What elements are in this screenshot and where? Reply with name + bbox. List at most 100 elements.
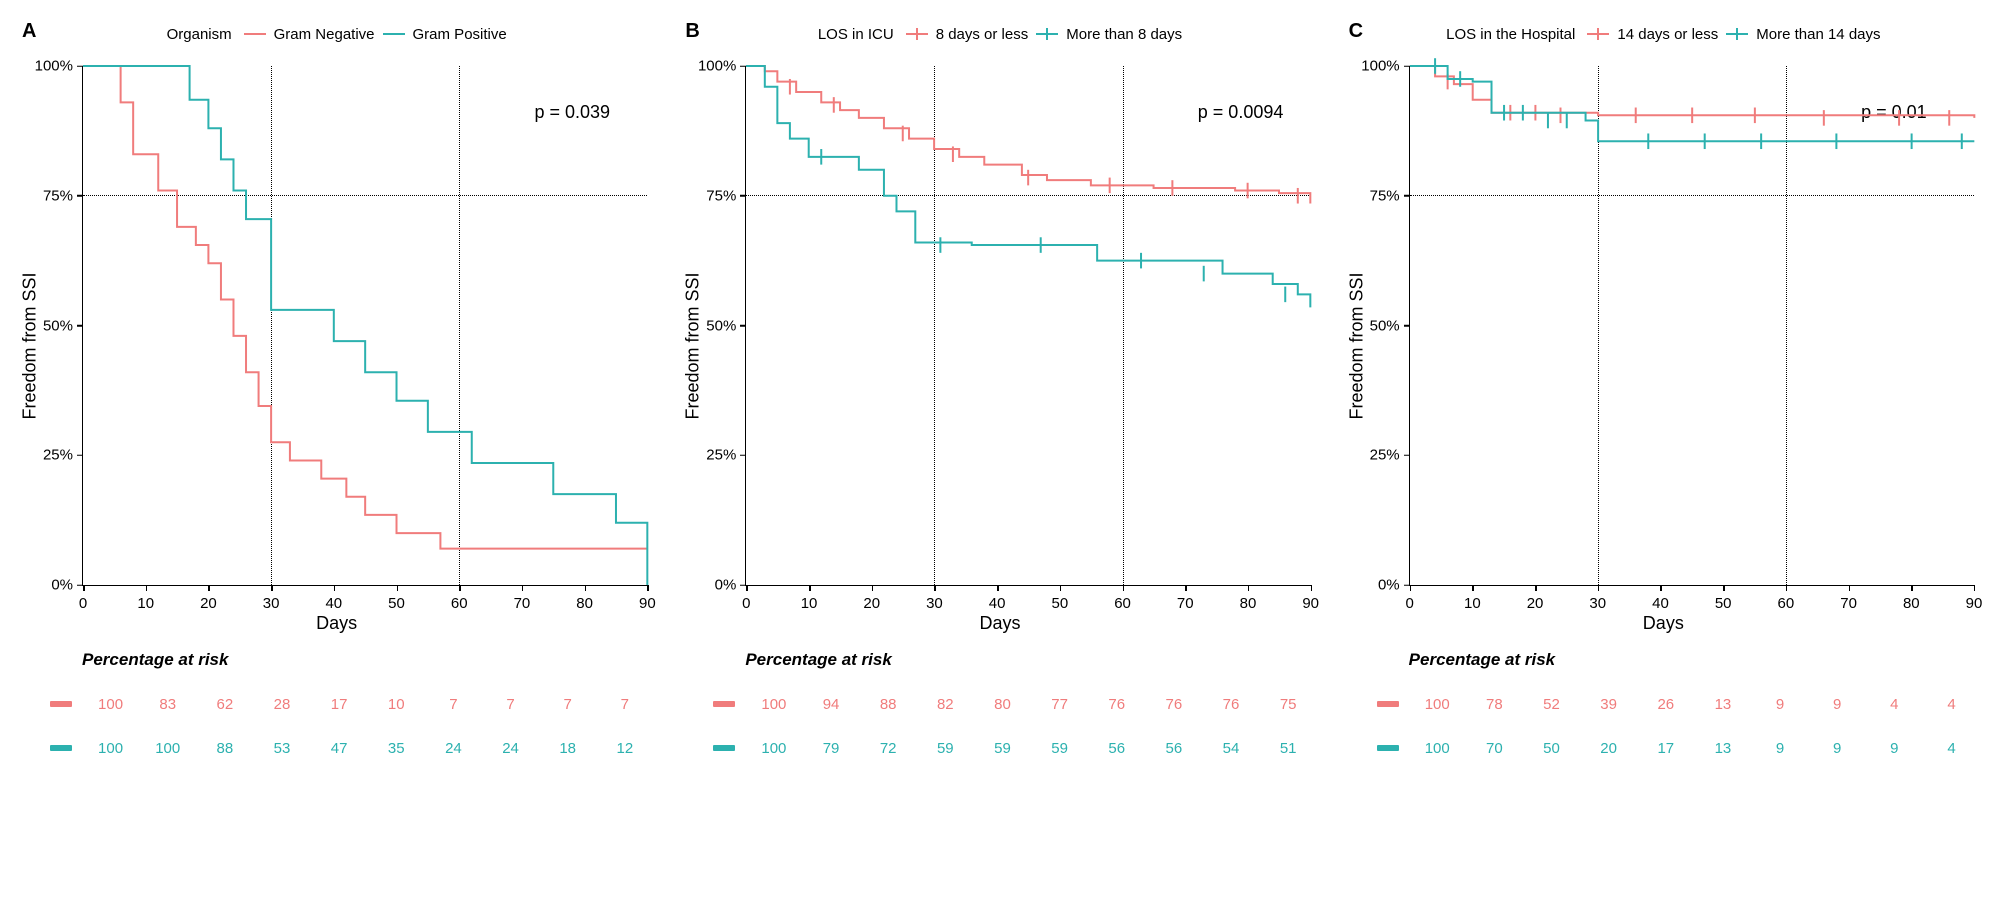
legend-title: Organism <box>167 26 232 43</box>
km-chart: Freedom from SSI0%25%50%75%100%010203040… <box>683 56 1316 636</box>
x-tick-label: 10 <box>1464 595 1481 612</box>
risk-title: Percentage at risk <box>745 650 1316 670</box>
risk-row: 1001008853473524241812 <box>50 726 653 770</box>
x-tick-label: 20 <box>200 595 217 612</box>
risk-cell: 56 <box>1145 740 1202 757</box>
y-tick-label: 75% <box>1370 187 1400 204</box>
risk-cell: 80 <box>974 696 1031 713</box>
panel-letter: A <box>22 20 36 43</box>
risk-cell: 100 <box>82 740 139 757</box>
plot-area: 0%25%50%75%100%0102030405060708090p = 0.… <box>745 66 1310 586</box>
risk-cell: 82 <box>917 696 974 713</box>
x-tick-label: 40 <box>1652 595 1669 612</box>
risk-cell: 35 <box>368 740 425 757</box>
risk-cell: 7 <box>482 696 539 713</box>
x-tick-label: 30 <box>263 595 280 612</box>
risk-cell: 59 <box>1031 740 1088 757</box>
risk-cell: 10 <box>368 696 425 713</box>
risk-cell: 7 <box>539 696 596 713</box>
risk-cell: 51 <box>1260 740 1317 757</box>
km-chart: Freedom from SSI 0%25%50%75%100%010203040… <box>20 56 653 636</box>
risk-swatch <box>713 745 735 751</box>
x-axis-label: Days <box>1643 613 1684 634</box>
risk-cell: 50 <box>1523 740 1580 757</box>
x-tick-label: 40 <box>325 595 342 612</box>
y-tick-label: 50% <box>1370 317 1400 334</box>
y-tick-label: 25% <box>706 447 736 464</box>
x-tick-label: 10 <box>137 595 154 612</box>
risk-cell: 88 <box>196 740 253 757</box>
risk-cell: 24 <box>425 740 482 757</box>
risk-cell: 4 <box>1923 740 1980 757</box>
risk-cell: 100 <box>1409 740 1466 757</box>
risk-cell: 24 <box>482 740 539 757</box>
risk-cell: 18 <box>539 740 596 757</box>
risk-cell: 17 <box>1637 740 1694 757</box>
panel-letter: C <box>1349 20 1363 43</box>
legend-label: Gram Negative <box>274 26 375 43</box>
x-tick-label: 90 <box>639 595 656 612</box>
risk-cell: 77 <box>1031 696 1088 713</box>
risk-cell: 28 <box>253 696 310 713</box>
risk-cell: 100 <box>745 740 802 757</box>
risk-cell: 17 <box>311 696 368 713</box>
y-tick-label: 0% <box>715 577 737 594</box>
risk-row: 100948882807776767675 <box>713 682 1316 726</box>
y-tick-label: 25% <box>1370 447 1400 464</box>
risk-swatch <box>1377 701 1399 707</box>
risk-cell: 100 <box>1409 696 1466 713</box>
y-tick-label: 25% <box>43 447 73 464</box>
y-tick-label: 75% <box>706 187 736 204</box>
risk-cell: 20 <box>1580 740 1637 757</box>
x-tick-label: 80 <box>1903 595 1920 612</box>
y-tick-label: 75% <box>43 187 73 204</box>
risk-cell: 12 <box>596 740 653 757</box>
x-tick-label: 60 <box>1114 595 1131 612</box>
risk-swatch <box>50 701 72 707</box>
risk-cell: 100 <box>745 696 802 713</box>
x-tick-label: 50 <box>1052 595 1069 612</box>
legend-swatch <box>1587 33 1609 35</box>
risk-cell: 7 <box>425 696 482 713</box>
risk-cell: 9 <box>1866 740 1923 757</box>
risk-cell: 54 <box>1202 740 1259 757</box>
x-tick-label: 60 <box>451 595 468 612</box>
risk-cell: 56 <box>1088 740 1145 757</box>
x-tick-label: 30 <box>1589 595 1606 612</box>
risk-cell: 7 <box>596 696 653 713</box>
plot-area: 0%25%50%75%100%0102030405060708090p = 0.… <box>1409 66 1974 586</box>
legend-swatch <box>1036 33 1058 35</box>
x-tick-label: 50 <box>1715 595 1732 612</box>
risk-cell: 88 <box>860 696 917 713</box>
risk-cell: 76 <box>1145 696 1202 713</box>
risk-row: 100797259595956565451 <box>713 726 1316 770</box>
risk-cell: 26 <box>1637 696 1694 713</box>
risk-cell: 75 <box>1260 696 1317 713</box>
x-tick-label: 0 <box>742 595 750 612</box>
risk-cell: 4 <box>1866 696 1923 713</box>
risk-cell: 59 <box>917 740 974 757</box>
legend-swatch <box>906 33 928 35</box>
risk-cell: 9 <box>1809 740 1866 757</box>
legend-swatch <box>1726 33 1748 35</box>
risk-cell: 52 <box>1523 696 1580 713</box>
x-tick-label: 70 <box>1177 595 1194 612</box>
risk-cell: 53 <box>253 740 310 757</box>
y-tick-label: 100% <box>1361 58 1399 75</box>
y-axis-label: Freedom from SSI <box>20 272 41 419</box>
x-tick-label: 50 <box>388 595 405 612</box>
x-tick-label: 40 <box>989 595 1006 612</box>
legend-label: More than 8 days <box>1066 26 1182 43</box>
x-tick-label: 20 <box>1527 595 1544 612</box>
risk-cell: 100 <box>82 696 139 713</box>
x-tick-label: 70 <box>1840 595 1857 612</box>
risk-cell: 100 <box>139 740 196 757</box>
risk-title: Percentage at risk <box>82 650 653 670</box>
risk-cell: 13 <box>1694 696 1751 713</box>
risk-cell: 78 <box>1466 696 1523 713</box>
plot-area: 0%25%50%75%100%0102030405060708090p = 0.… <box>82 66 647 586</box>
risk-cell: 70 <box>1466 740 1523 757</box>
risk-row: 10078523926139944 <box>1377 682 1980 726</box>
risk-row: 10070502017139994 <box>1377 726 1980 770</box>
km-chart: Freedom from SSI0%25%50%75%100%010203040… <box>1347 56 1980 636</box>
